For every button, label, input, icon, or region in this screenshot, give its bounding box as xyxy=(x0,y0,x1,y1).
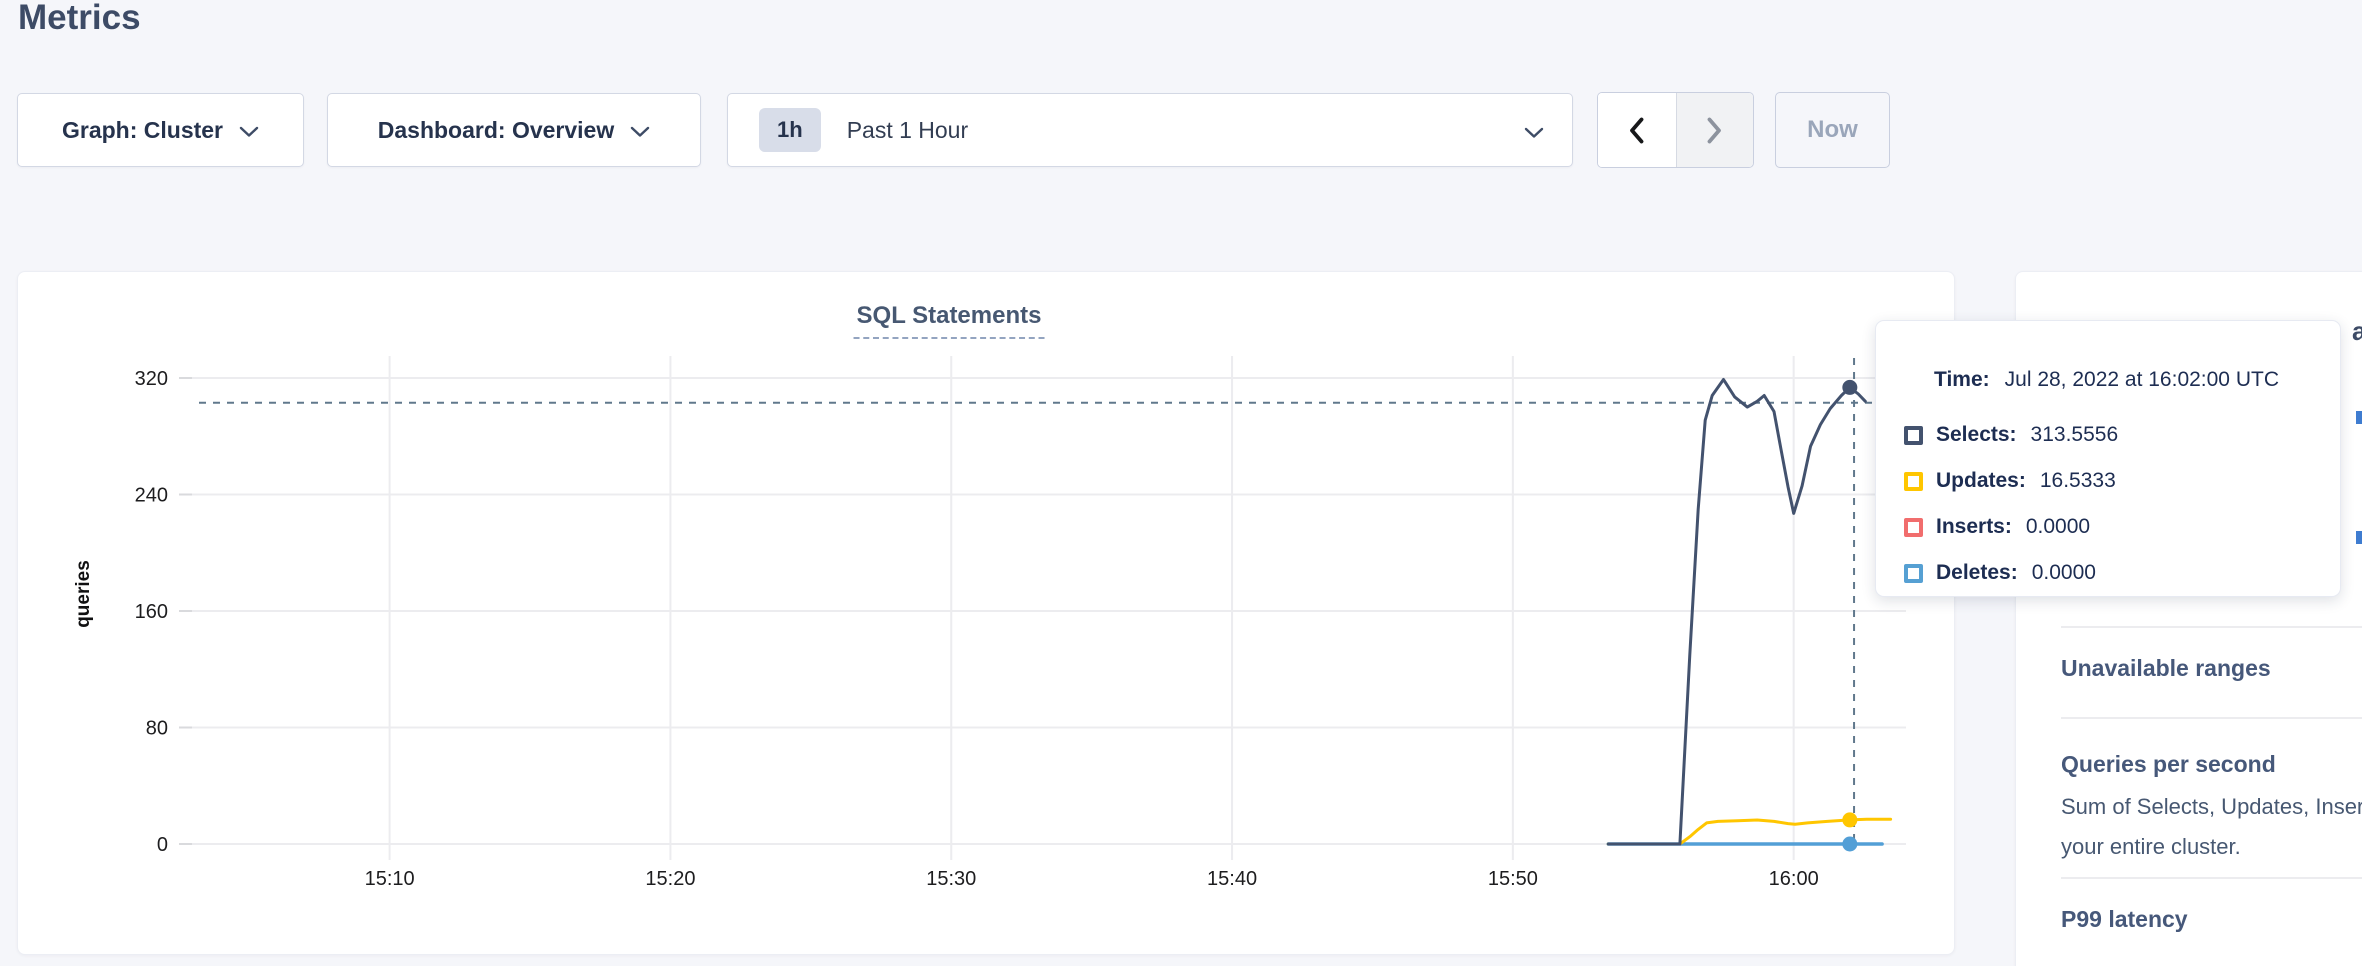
tooltip-time-label: Time: xyxy=(1934,368,1990,391)
chart-title[interactable]: SQL Statements xyxy=(853,302,1045,339)
tooltip-inserts-value: 0.0000 xyxy=(2025,515,2091,538)
svg-text:0: 0 xyxy=(157,834,168,856)
tooltip-selects-label: Selects: xyxy=(1936,423,2017,446)
sidebar-heading-unavailable-ranges: Unavailable ranges xyxy=(2061,655,2271,681)
previous-time-button[interactable] xyxy=(1598,93,1676,167)
dashboard-selector-dropdown[interactable]: Dashboard: Overview xyxy=(327,93,701,167)
svg-text:80: 80 xyxy=(146,718,168,740)
inserts-series-swatch-icon xyxy=(1904,517,1923,537)
sidebar-divider xyxy=(2061,717,2362,719)
svg-text:15:20: 15:20 xyxy=(645,868,695,890)
sidebar-description-line: your entire cluster. xyxy=(2061,834,2241,859)
next-time-button[interactable] xyxy=(1675,93,1753,167)
svg-text:240: 240 xyxy=(135,485,168,507)
tooltip-time-value: Jul 28, 2022 at 16:02:00 UTC xyxy=(2004,368,2279,391)
tooltip-row-updates: Updates: 16.5333 xyxy=(1904,469,2116,493)
sidebar-description-line: Sum of Selects, Updates, Inser xyxy=(2061,794,2362,819)
graph-selector-label: Graph: Cluster xyxy=(61,116,224,143)
tooltip-selects-value: 313.5556 xyxy=(2030,423,2119,446)
time-range-badge: 1h xyxy=(759,108,821,152)
chevron-left-icon xyxy=(1630,117,1644,143)
graph-selector-dropdown[interactable]: Graph: Cluster xyxy=(17,93,304,167)
time-range-label: Past 1 Hour xyxy=(846,116,969,143)
svg-text:16:00: 16:00 xyxy=(1769,868,1819,890)
sql-statements-card: SQL Statements 0 80 160 240 320 15:10 15:20 15:… xyxy=(17,271,1955,955)
tooltip-deletes-value: 0.0000 xyxy=(2031,561,2096,584)
tooltip-inserts-label: Inserts: xyxy=(1936,515,2012,538)
sidebar-divider xyxy=(2061,877,2362,879)
svg-text:15:10: 15:10 xyxy=(365,868,415,890)
selects-series-swatch-icon xyxy=(1904,425,1923,445)
chevron-down-icon xyxy=(239,126,259,137)
time-step-control xyxy=(1597,92,1754,168)
clipped-link-fragment xyxy=(2356,531,2362,544)
svg-text:320: 320 xyxy=(135,368,168,390)
svg-text:queries: queries xyxy=(73,560,94,628)
clipped-heading-fragment: a xyxy=(2352,316,2362,346)
svg-text:15:30: 15:30 xyxy=(926,868,976,890)
now-button[interactable]: Now xyxy=(1775,92,1890,168)
tooltip-updates-value: 16.5333 xyxy=(2039,469,2116,492)
chevron-down-icon xyxy=(631,126,650,137)
clipped-link-fragment xyxy=(2356,411,2362,424)
sidebar-heading-p99-latency: P99 latency xyxy=(2061,906,2188,932)
tooltip-row-inserts: Inserts: 0.0000 xyxy=(1904,515,2090,539)
sidebar-heading-queries-per-second: Queries per second xyxy=(2061,751,2276,777)
time-range-dropdown[interactable]: 1h Past 1 Hour xyxy=(727,93,1573,167)
svg-text:15:50: 15:50 xyxy=(1488,868,1538,890)
chevron-down-icon xyxy=(1524,127,1544,138)
tooltip-row-selects: Selects: 313.5556 xyxy=(1904,423,2118,447)
page-title: Metrics xyxy=(18,0,141,37)
chart-hover-tooltip: Time: Jul 28, 2022 at 16:02:00 UTC Select… xyxy=(1875,320,2341,597)
tooltip-updates-label: Updates: xyxy=(1936,469,2026,492)
tooltip-row-deletes: Deletes: 0.0000 xyxy=(1904,561,2096,585)
sidebar-divider xyxy=(2061,626,2362,628)
tooltip-deletes-label: Deletes: xyxy=(1936,561,2018,584)
sql-statements-chart[interactable]: 0 80 160 240 320 15:10 15:20 15:30 15:40 15:50 16:… xyxy=(18,272,1956,956)
svg-text:15:40: 15:40 xyxy=(1207,868,1257,890)
updates-series-swatch-icon xyxy=(1904,471,1923,491)
deletes-series-swatch-icon xyxy=(1904,563,1923,583)
tooltip-time-row: Time: Jul 28, 2022 at 16:02:00 UTC xyxy=(1934,368,2279,392)
svg-text:160: 160 xyxy=(135,601,168,623)
dashboard-selector-label: Dashboard: Overview xyxy=(377,116,615,143)
chevron-right-icon xyxy=(1707,117,1722,143)
